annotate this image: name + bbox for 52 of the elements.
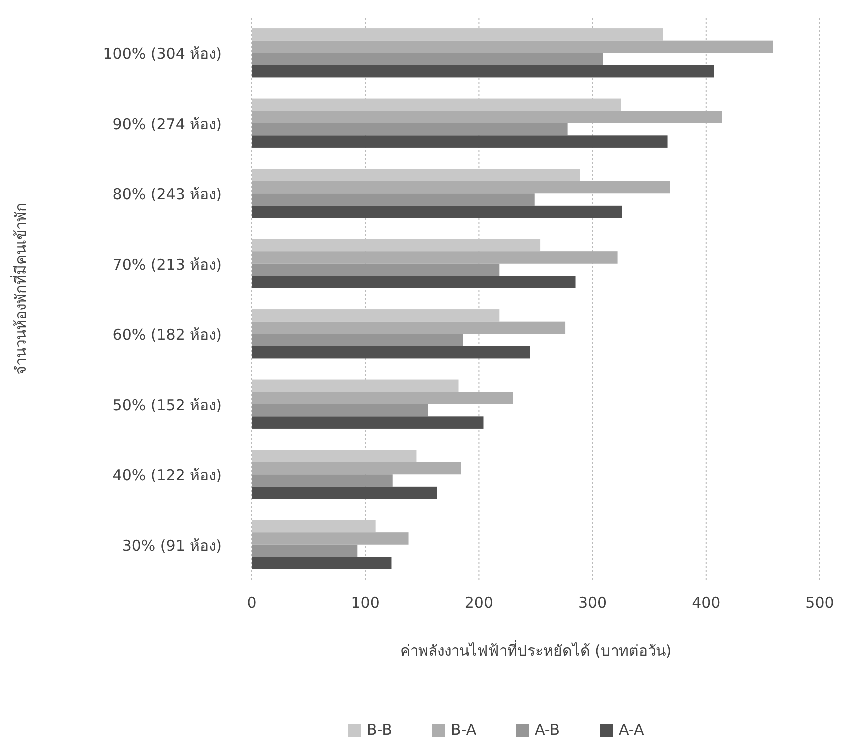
x-tick-label: 400 xyxy=(692,594,721,612)
y-tick-label: 80% (243 ห้อง) xyxy=(112,186,222,204)
y-axis-title: จำนวนห้องพักที่มีคนเข้าพัก xyxy=(10,203,30,375)
bar xyxy=(252,544,358,558)
bar xyxy=(252,194,535,206)
bar xyxy=(252,486,438,500)
bar xyxy=(252,264,500,276)
bar xyxy=(252,322,566,334)
legend-label: A-A xyxy=(619,721,646,739)
x-axis-title: ค่าพลังงานไฟฟ้าที่ประหยัดได้ (บาทต่อวัน) xyxy=(400,640,672,660)
bar xyxy=(252,474,393,487)
bar xyxy=(252,346,530,359)
bar xyxy=(252,111,722,124)
y-tick-label: 60% (182 ห้อง) xyxy=(112,326,222,344)
bar xyxy=(252,123,568,136)
y-tick-label: 30% (91 ห้อง) xyxy=(122,536,222,555)
bar xyxy=(252,310,500,322)
bar xyxy=(252,136,668,148)
y-tick-label: 100% (304 ห้อง) xyxy=(103,45,222,64)
bar xyxy=(252,334,464,346)
bar xyxy=(252,380,459,392)
bar xyxy=(252,416,484,429)
bar xyxy=(252,276,576,288)
legend-label: B-B xyxy=(367,721,392,739)
bar xyxy=(252,392,514,404)
x-tick-label: 100 xyxy=(351,594,380,612)
bar xyxy=(252,206,622,218)
bar xyxy=(252,557,392,570)
bar xyxy=(252,169,580,182)
x-tick-label: 0 xyxy=(247,594,257,612)
bar xyxy=(252,239,541,252)
bar xyxy=(252,252,618,264)
bar xyxy=(252,65,714,78)
bar xyxy=(252,404,428,417)
x-tick-label: 500 xyxy=(806,594,834,612)
bar xyxy=(252,40,774,54)
legend-label: A-B xyxy=(535,721,560,739)
bar xyxy=(252,28,664,41)
bar xyxy=(252,532,409,545)
y-tick-label: 90% (274 ห้อง) xyxy=(112,115,222,134)
x-tick-label: 200 xyxy=(464,594,494,612)
legend-label: B-A xyxy=(451,721,478,739)
bar xyxy=(252,53,604,66)
bar xyxy=(252,181,670,194)
bar xyxy=(252,520,376,533)
y-tick-label: 40% (122 ห้อง) xyxy=(112,466,222,485)
bar xyxy=(252,462,462,475)
y-tick-label: 50% (152 ห้อง) xyxy=(112,396,222,414)
bar xyxy=(252,450,417,462)
x-tick-label: 300 xyxy=(578,594,608,612)
bar xyxy=(252,98,622,112)
y-tick-label: 70% (213 ห้อง) xyxy=(112,256,222,274)
